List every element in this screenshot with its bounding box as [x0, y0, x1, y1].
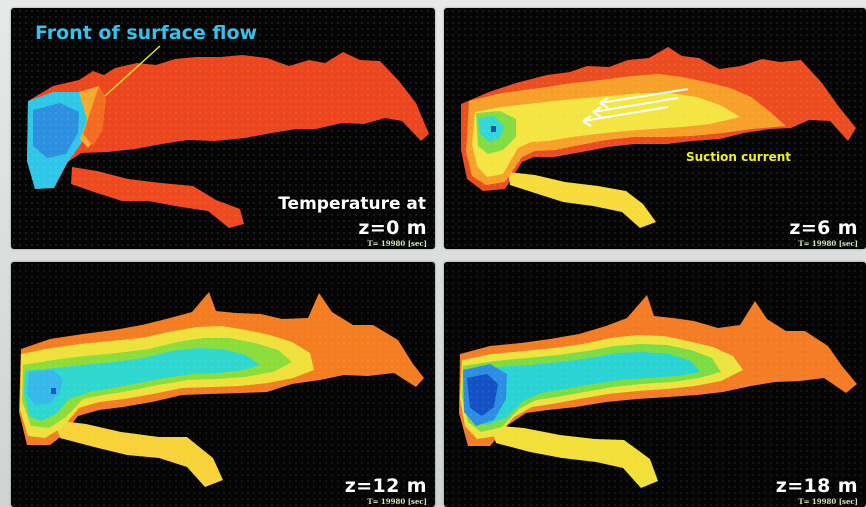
time-label-z18: T= 19980 [sec] — [798, 497, 858, 506]
grid-overlay — [11, 8, 435, 249]
panel-z0: Front of surface flow Temperature at z=0… — [11, 8, 435, 249]
flow-map-z12 — [11, 262, 435, 507]
flow-map-z0 — [11, 8, 435, 249]
grid-overlay — [444, 8, 866, 249]
time-label-z0: T= 19980 [sec] — [367, 239, 427, 248]
panel-z6: Suction current z=6 m T= 19980 [sec] — [444, 8, 866, 249]
flow-map-z6 — [444, 8, 866, 249]
suction-current-label: Suction current — [686, 150, 792, 164]
flow-map-z18 — [444, 262, 866, 507]
grid-overlay — [11, 262, 435, 507]
depth-label-z6: z=6 m — [789, 217, 858, 239]
temperature-at-label: Temperature at — [278, 194, 426, 214]
depth-label-z18: z=18 m — [775, 475, 858, 497]
panel-z12: z=12 m T= 19980 [sec] — [11, 262, 435, 507]
depth-label-z12: z=12 m — [344, 475, 427, 497]
depth-label-z0: z=0 m — [358, 217, 427, 239]
panel-z18: z=18 m T= 19980 [sec] — [444, 262, 866, 507]
time-label-z6: T= 19980 [sec] — [798, 239, 858, 248]
front-of-surface-flow-label: Front of surface flow — [35, 22, 258, 44]
grid-overlay — [444, 262, 866, 507]
time-label-z12: T= 19980 [sec] — [367, 497, 427, 506]
